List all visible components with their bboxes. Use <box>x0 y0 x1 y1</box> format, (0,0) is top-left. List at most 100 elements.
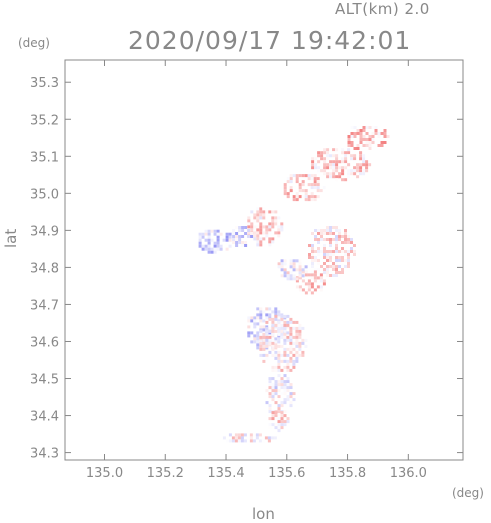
data-cell <box>298 183 302 187</box>
data-cell <box>271 417 275 421</box>
data-cell <box>344 265 347 268</box>
data-cell <box>277 413 281 417</box>
data-cell <box>256 310 260 314</box>
data-cell <box>238 226 242 229</box>
data-cell <box>274 365 278 369</box>
data-cell <box>313 180 317 184</box>
data-cell <box>316 177 320 181</box>
data-cell <box>311 265 314 268</box>
data-cell <box>247 235 251 238</box>
data-cell <box>289 344 293 348</box>
data-cell <box>320 154 324 158</box>
data-cell <box>286 320 290 324</box>
data-cell <box>307 183 311 187</box>
data-cell <box>277 426 281 430</box>
data-cell <box>344 178 348 182</box>
data-cell <box>283 414 287 418</box>
data-cell <box>265 356 269 360</box>
data-cell <box>292 398 296 402</box>
data-cell <box>322 279 326 283</box>
data-cell <box>292 277 296 281</box>
data-cell <box>347 241 350 244</box>
data-cell <box>256 337 260 341</box>
data-cell <box>271 347 275 351</box>
data-cell <box>274 329 278 333</box>
data-cell <box>304 265 308 269</box>
data-cell <box>268 404 272 408</box>
data-cell <box>295 279 299 283</box>
data-cell <box>356 132 360 135</box>
data-cell <box>304 338 308 342</box>
data-cell <box>317 268 320 271</box>
data-cell <box>244 244 248 247</box>
data-cell <box>322 282 326 286</box>
data-cell <box>319 276 323 280</box>
data-cell <box>338 229 341 232</box>
data-cell <box>353 160 357 164</box>
data-cell <box>225 235 229 239</box>
data-cell <box>274 386 278 390</box>
data-cell <box>335 166 339 170</box>
data-cell <box>259 329 263 333</box>
data-cell <box>259 231 263 235</box>
data-cell <box>241 241 245 244</box>
data-cell <box>265 341 269 345</box>
data-cell <box>329 241 332 244</box>
data-cell <box>283 392 287 396</box>
data-cell <box>274 337 278 341</box>
data-cell <box>280 323 284 327</box>
data-cell <box>329 256 332 259</box>
data-cell <box>271 225 275 229</box>
data-cell <box>347 154 351 158</box>
data-cell <box>289 265 293 269</box>
data-cell <box>271 307 275 311</box>
data-cell <box>323 232 326 235</box>
data-cell <box>289 395 293 399</box>
data-cell <box>292 195 296 199</box>
data-cell <box>219 247 223 251</box>
data-cell <box>308 247 311 250</box>
data-cell <box>365 144 369 147</box>
data-cell <box>368 138 372 141</box>
data-cell <box>277 310 281 314</box>
data-cell <box>259 307 263 311</box>
data-cell <box>292 262 296 266</box>
data-cell <box>234 439 238 443</box>
data-cell <box>308 253 311 256</box>
data-cell <box>283 274 287 278</box>
data-cell <box>204 229 208 233</box>
data-cell <box>335 235 338 238</box>
data-cell <box>304 291 308 295</box>
data-cell <box>314 259 317 262</box>
data-cell <box>249 433 253 437</box>
y-axis-ticks: 34.3 34.4 34.5 34.6 34.7 34.8 34.9 35.0 35.1 35.2… <box>30 76 463 462</box>
data-cell <box>356 169 360 173</box>
data-cell <box>262 328 266 332</box>
data-cell <box>304 282 308 286</box>
data-cell <box>277 410 281 414</box>
data-cell <box>359 166 363 170</box>
data-cell <box>313 198 317 202</box>
data-cell <box>301 180 305 184</box>
data-cell <box>283 401 287 405</box>
data-cell <box>341 148 345 152</box>
data-cell <box>262 319 266 323</box>
data-cell <box>317 250 320 253</box>
data-cell <box>335 163 339 167</box>
data-cell <box>283 332 287 336</box>
data-cell <box>289 332 293 336</box>
data-cell <box>347 262 350 265</box>
data-cell <box>329 232 332 235</box>
data-cell <box>356 175 360 179</box>
data-cell <box>273 436 277 440</box>
data-cell <box>274 423 278 427</box>
data-cell <box>338 166 342 170</box>
data-cell <box>292 265 296 269</box>
data-cell <box>304 273 308 277</box>
data-cell <box>277 353 281 357</box>
data-cell <box>326 268 329 271</box>
data-cell <box>359 135 363 138</box>
data-cell <box>316 285 320 289</box>
data-cell <box>350 172 354 176</box>
data-cell <box>319 189 323 193</box>
